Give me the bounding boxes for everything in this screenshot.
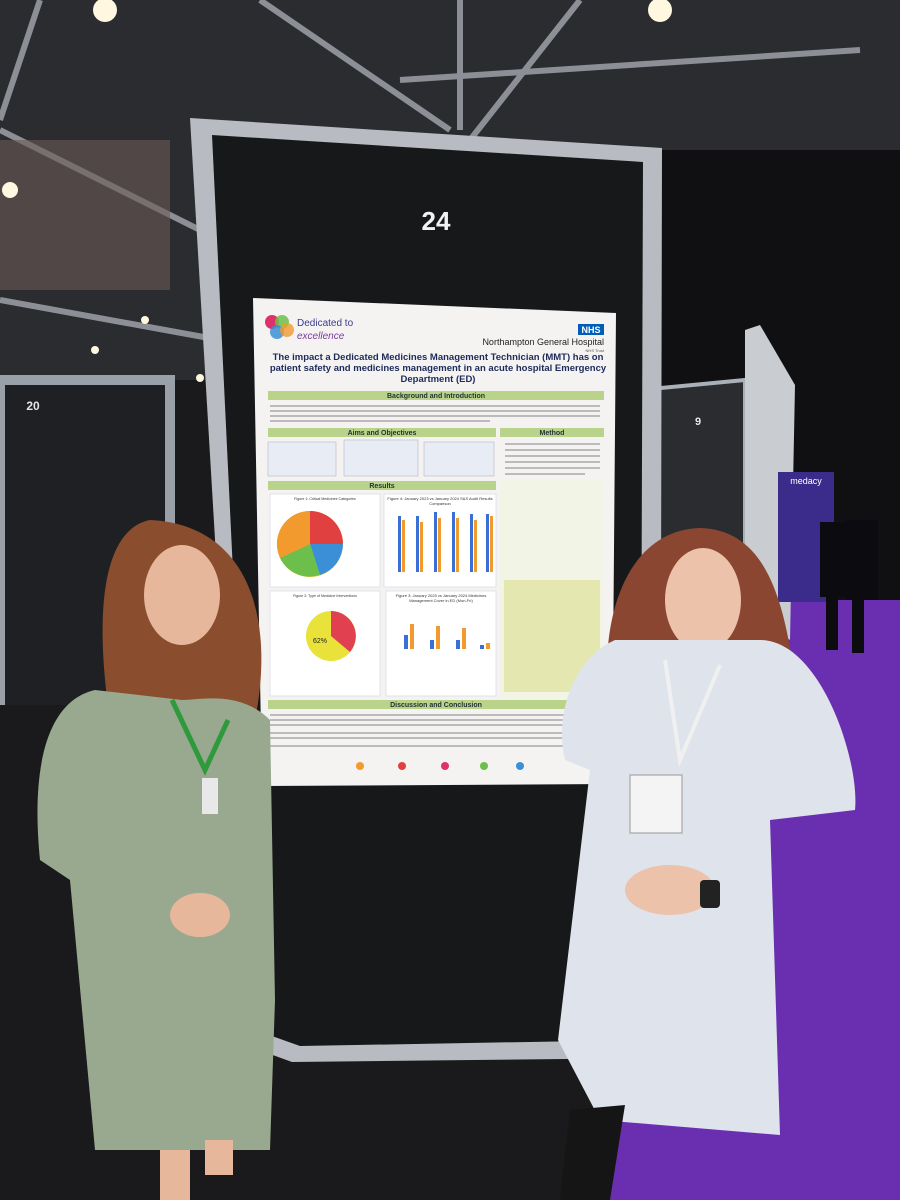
watch [700, 880, 720, 908]
section-heading: Background and Introduction [387, 393, 485, 400]
figure-caption-box: Figure 3: January 2023 vs January 2024 M… [395, 593, 487, 603]
section-bar [268, 481, 496, 490]
badge [202, 778, 218, 814]
section-bar [268, 391, 604, 400]
banner-text: medacy [790, 476, 822, 486]
section-heading: Results [369, 483, 394, 490]
section-bar [268, 700, 604, 709]
hands [170, 893, 230, 937]
logo-text: Dedicated to [297, 318, 354, 329]
leg [160, 1150, 190, 1200]
method-lines [505, 443, 600, 475]
pie-decoration [306, 611, 356, 661]
bar-decoration [404, 624, 490, 649]
figure-caption: Figure 2: Type of Medicine Interventions [293, 594, 357, 598]
logo [265, 315, 294, 339]
bar-decoration [398, 512, 493, 572]
person-left [37, 520, 276, 1200]
ceiling-panel [0, 140, 170, 290]
face [144, 545, 220, 645]
leg [205, 1140, 233, 1175]
figure-caption: Figure 3: January 2023 vs January 2024 M… [395, 593, 487, 603]
footer-icons [356, 762, 524, 770]
aims-boxes [267, 439, 495, 477]
person-right [558, 528, 856, 1200]
face [665, 548, 741, 652]
sandal [560, 1105, 625, 1200]
background-people [820, 520, 878, 653]
side-board-number: 9 [695, 416, 701, 428]
section-bar [268, 428, 496, 437]
poster-title-box: The impact a Dedicated Medicines Managem… [269, 352, 607, 385]
lanyard [663, 659, 722, 768]
section-heading: Method [540, 430, 565, 437]
section-heading: Discussion and Conclusion [390, 702, 482, 709]
nhs-badge [578, 324, 604, 335]
pie-decoration [276, 510, 343, 577]
badge [629, 774, 683, 834]
figure-caption: Figure 1: Critical Medicines Categories [294, 497, 356, 501]
side-board-number: 20 [26, 399, 40, 413]
lanyard [169, 698, 231, 776]
logo-text: excellence [297, 331, 345, 342]
text-lines [270, 405, 600, 422]
text-lines [270, 714, 600, 747]
section-heading: Aims and Objectives [348, 430, 417, 437]
poster-title: The impact a Dedicated Medicines Managem… [269, 352, 607, 385]
figure-caption-box: Figure 4: January 2023 vs January 2024 S… [387, 496, 493, 506]
poster: Dedicated to excellence NHS Northampton … [253, 298, 616, 786]
section-bar [500, 428, 604, 437]
trust-name: NHS Trust [586, 348, 605, 353]
hospital-name: Northampton General Hospital [482, 337, 604, 347]
board-number: 24 [422, 206, 451, 236]
figure-caption: Figure 4: January 2023 vs January 2024 S… [387, 496, 493, 506]
pie-label: 62% [313, 638, 327, 645]
nhs-logo: NHS [581, 325, 600, 335]
hands [625, 865, 715, 915]
